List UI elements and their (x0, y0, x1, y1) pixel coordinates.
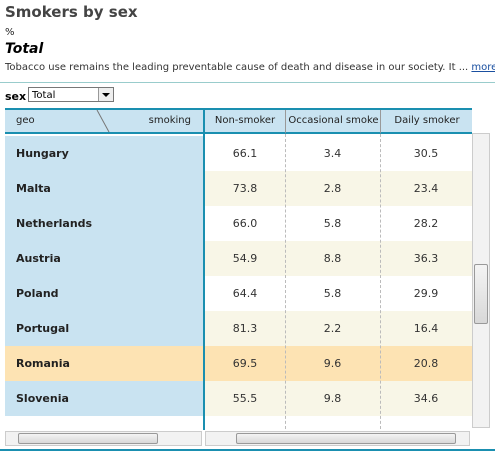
cell: 66.0 (205, 206, 285, 241)
table-row: Poland 64.4 5.8 29.9 (5, 276, 472, 311)
cell: 5.8 (285, 276, 380, 311)
row-label: Portugal (5, 311, 203, 346)
table-row: Romania 69.5 9.6 20.8 (5, 346, 472, 381)
row-label: Austria (5, 241, 203, 276)
more-link[interactable]: more (471, 62, 495, 73)
cell: 9.6 (285, 346, 380, 381)
cell: 20.8 (380, 346, 472, 381)
row-label: Hungary (5, 136, 203, 171)
filter-label: sex (5, 90, 27, 103)
column-header: Non-smoker (205, 110, 285, 134)
v-thumb[interactable] (474, 264, 488, 324)
h-thumb[interactable] (236, 433, 456, 444)
cell: 34.6 (380, 381, 472, 416)
cell: 69.5 (205, 346, 285, 381)
cell: 66.1 (205, 136, 285, 171)
cell: 28.2 (380, 206, 472, 241)
table: geo smoking Hungary 66.1 3.4 30.5 Malta 73.8 2… (5, 108, 472, 430)
cell: 2.2 (285, 311, 380, 346)
table-row: Slovenia 55.5 9.8 34.6 (5, 381, 472, 416)
cell: 8.8 (285, 241, 380, 276)
filter-select[interactable]: Total (28, 87, 114, 102)
column-header: Daily smoker (380, 110, 472, 134)
h-scrollbar-right[interactable] (205, 431, 470, 446)
cell: 2.8 (285, 171, 380, 206)
bottom-border (0, 449, 495, 451)
cell: 5.8 (285, 206, 380, 241)
cell: 73.8 (205, 171, 285, 206)
cell: 29.9 (380, 276, 472, 311)
table-row: Hungary 66.1 3.4 30.5 (5, 136, 472, 171)
h-scrollbar-left[interactable] (5, 431, 202, 446)
title: Smokers by sex (5, 3, 138, 21)
cell: 81.3 (205, 311, 285, 346)
cell: 30.5 (380, 136, 472, 171)
cell: 64.4 (205, 276, 285, 311)
row-label: Poland (5, 276, 203, 311)
description: Tobacco use remains the leading preventa… (5, 62, 495, 73)
cell: 36.3 (380, 241, 472, 276)
v-scrollbar[interactable] (472, 133, 490, 428)
row-label: Netherlands (5, 206, 203, 241)
cell: 9.8 (285, 381, 380, 416)
table-row: Austria 54.9 8.8 36.3 (5, 241, 472, 276)
cell: 55.5 (205, 381, 285, 416)
column-divider (380, 134, 381, 430)
cell: 3.4 (285, 136, 380, 171)
table-row: Malta 73.8 2.8 23.4 (5, 171, 472, 206)
table-row (5, 416, 472, 430)
cell: 23.4 (380, 171, 472, 206)
corner-divider (96, 110, 110, 132)
description-text: Tobacco use remains the leading preventa… (5, 62, 469, 73)
dropdown-arrow[interactable] (98, 88, 113, 101)
column-header: Occasional smoke (285, 110, 381, 134)
unit: % (5, 27, 15, 38)
row-label: Malta (5, 171, 203, 206)
select-value: Total (32, 90, 56, 101)
cell: 16.4 (380, 311, 472, 346)
h-thumb[interactable] (18, 433, 158, 444)
column-divider (285, 134, 286, 430)
row-label: Romania (5, 346, 203, 381)
freeze-divider (203, 110, 205, 430)
subtitle: Total (5, 41, 44, 57)
col-dim: smoking (148, 115, 191, 126)
row-dim: geo (16, 115, 35, 126)
table-row: Portugal 81.3 2.2 16.4 (5, 311, 472, 346)
corner-header: geo smoking (5, 110, 203, 134)
separator (0, 82, 495, 83)
cell: 54.9 (205, 241, 285, 276)
row-label: Slovenia (5, 381, 203, 416)
table-row: Netherlands 66.0 5.8 28.2 (5, 206, 472, 241)
